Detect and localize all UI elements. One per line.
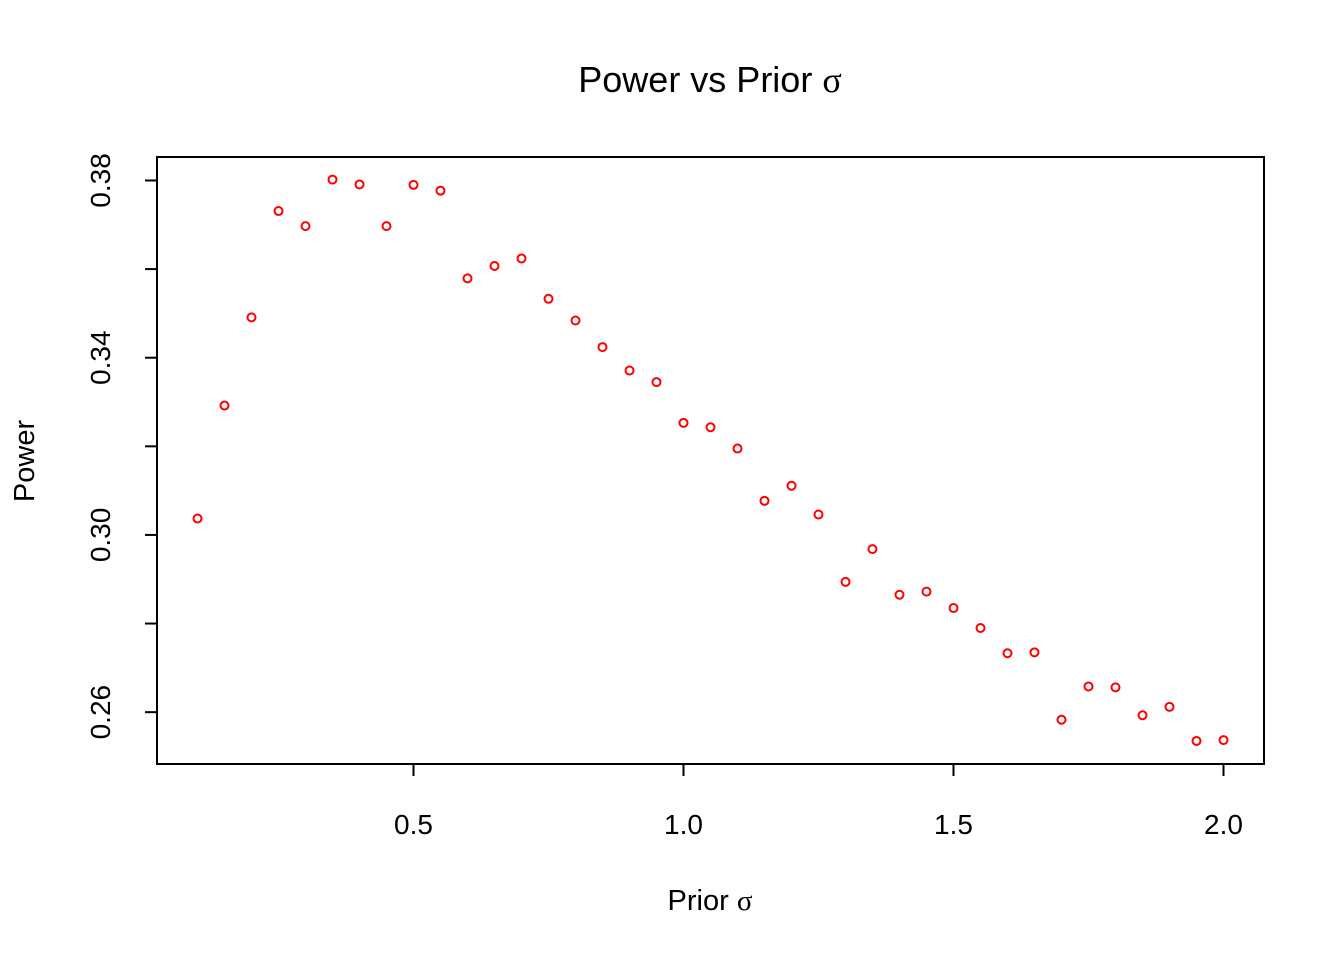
data-point: [273, 206, 284, 217]
data-point: [489, 260, 500, 271]
data-point: [651, 377, 662, 388]
x-tick-label: 0.5: [394, 809, 433, 840]
data-point: [1110, 682, 1121, 693]
data-point: [894, 589, 905, 600]
data-point: [192, 513, 203, 524]
data-point: [1029, 647, 1040, 658]
chart-title: Power vs Prior σ: [578, 59, 841, 100]
data-point: [975, 622, 986, 633]
data-point: [570, 315, 581, 326]
data-point: [1056, 714, 1067, 725]
data-point: [732, 443, 743, 454]
x-axis-label: Prior σ: [668, 885, 753, 917]
data-point: [867, 544, 878, 555]
y-tick-label: 0.38: [85, 153, 116, 208]
data-point: [354, 179, 365, 190]
data-point: [786, 480, 797, 491]
data-point: [435, 185, 446, 196]
y-tick-label: 0.26: [85, 685, 116, 740]
data-point: [327, 174, 338, 185]
y-axis: 0.26 0.30 0.34 0.38: [85, 153, 157, 739]
data-point: [1083, 681, 1094, 692]
plot-frame: [156, 156, 1265, 765]
y-tick-label: 0.34: [85, 330, 116, 385]
x-axis: 0.5 1.0 1.5 2.0: [394, 764, 1243, 840]
data-point: [219, 400, 230, 411]
data-point: [705, 422, 716, 433]
data-point: [381, 221, 392, 232]
data-point: [462, 273, 473, 284]
y-axis-label: Power: [9, 420, 41, 503]
data-point: [948, 603, 959, 614]
x-tick-label: 1.5: [934, 809, 973, 840]
data-point: [516, 253, 527, 264]
data-point: [543, 293, 554, 304]
x-tick-label: 1.0: [664, 809, 703, 840]
data-point: [300, 221, 311, 232]
data-point: [1137, 710, 1148, 721]
data-point: [759, 495, 770, 506]
data-point: [678, 417, 689, 428]
data-point: [597, 342, 608, 353]
x-tick-label: 2.0: [1204, 809, 1243, 840]
data-point: [246, 312, 257, 323]
data-point: [408, 179, 419, 190]
data-points: [192, 174, 1229, 746]
data-point: [1002, 648, 1013, 659]
data-point: [1218, 735, 1229, 746]
data-point: [813, 509, 824, 520]
data-point: [624, 365, 635, 376]
data-point: [1191, 735, 1202, 746]
y-tick-label: 0.30: [85, 508, 116, 563]
data-point: [840, 576, 851, 587]
data-point: [1164, 701, 1175, 712]
data-point: [921, 586, 932, 597]
